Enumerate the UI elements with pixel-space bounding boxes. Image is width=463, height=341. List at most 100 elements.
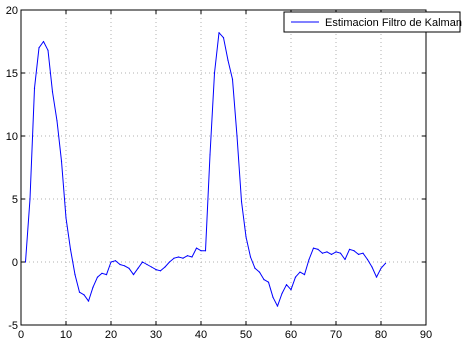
series-point	[254, 267, 256, 269]
series-point	[330, 253, 333, 255]
series-point	[299, 271, 301, 273]
series-point	[303, 274, 306, 276]
x-tick-label: 40	[195, 329, 207, 341]
series-point	[195, 247, 198, 249]
series-point	[159, 270, 162, 272]
series-point	[353, 250, 355, 252]
legend-box	[283, 11, 461, 33]
series-point	[380, 267, 382, 269]
x-tick-label: 30	[150, 329, 162, 341]
plot-frame	[20, 9, 427, 326]
series-point	[213, 72, 216, 74]
series-point	[227, 59, 229, 62]
series-point	[128, 267, 130, 269]
series-point	[56, 120, 58, 122]
series-point	[137, 267, 139, 269]
series-point	[83, 294, 85, 296]
series-point	[384, 262, 387, 264]
series-point	[92, 286, 94, 288]
y-axis-tick-labels: -5 0 5 10 15 20	[6, 5, 18, 332]
y-tick-label: 15	[6, 68, 18, 80]
y-tick-label: 5	[12, 194, 18, 206]
series-point	[276, 305, 279, 307]
series-point	[272, 296, 274, 298]
series-point	[101, 272, 103, 274]
series-point	[155, 269, 157, 271]
series-point	[123, 265, 126, 267]
series-point	[362, 252, 364, 254]
series-point	[29, 198, 31, 200]
series-point	[200, 250, 202, 252]
series-point	[375, 276, 378, 278]
series-point	[348, 248, 351, 250]
series-point	[38, 47, 40, 49]
series-point	[51, 91, 54, 93]
series-point	[249, 256, 252, 258]
x-tick-label: 50	[240, 329, 252, 341]
x-axis-tick-labels: 0 10 20 30 40 50 60 70 80 90	[18, 329, 432, 341]
series-point	[146, 263, 148, 266]
series-point	[60, 160, 63, 162]
series-point	[42, 40, 45, 43]
legend: Estimacion Filtro de Kalman (x2)	[283, 11, 463, 33]
series-point	[285, 284, 288, 286]
series-point	[290, 289, 292, 291]
y-tick-label: 20	[6, 5, 18, 17]
series-point	[236, 135, 238, 137]
series-point	[245, 236, 247, 238]
legend-entry-label: Estimacion Filtro de Kalman (x2)	[325, 17, 463, 29]
series-point	[105, 274, 108, 276]
series-point	[218, 32, 220, 34]
series-point	[173, 257, 175, 259]
series-point	[335, 251, 337, 253]
grid-lines	[21, 10, 426, 325]
series-point	[222, 37, 225, 39]
x-tick-label: 90	[420, 329, 432, 341]
series-point	[74, 274, 76, 276]
series-point	[65, 217, 67, 219]
series-point	[87, 300, 90, 302]
y-tick-label: 0	[12, 257, 18, 269]
series-point	[33, 87, 36, 89]
x-tick-label: 80	[375, 329, 387, 341]
x-tick-label: 70	[330, 329, 342, 341]
series-point	[191, 256, 193, 258]
y-tick-label: 10	[6, 131, 18, 143]
series-point	[240, 200, 243, 203]
series-layer	[24, 32, 387, 307]
series-point	[78, 291, 81, 293]
series-point	[114, 260, 117, 262]
series-point	[119, 263, 121, 266]
series-point	[366, 258, 369, 261]
series-point	[47, 49, 49, 51]
series-point	[69, 248, 72, 250]
series-point	[96, 276, 99, 278]
series-point	[326, 251, 328, 253]
series-point	[177, 256, 180, 258]
series-point	[312, 247, 315, 249]
x-tick-label: 0	[18, 329, 24, 341]
series-point	[110, 261, 112, 263]
series-point	[263, 279, 265, 281]
series-point	[150, 266, 153, 268]
series-point	[231, 78, 234, 80]
series-point	[182, 257, 184, 259]
series-point	[24, 261, 27, 263]
series-point	[204, 250, 207, 252]
x-tick-label: 10	[60, 329, 72, 341]
series-point	[132, 274, 135, 276]
series-point	[321, 252, 324, 254]
series-point	[281, 292, 283, 295]
series-point	[258, 271, 261, 273]
series-point	[164, 266, 166, 268]
series-point	[339, 252, 342, 254]
series-point	[209, 154, 211, 156]
series-point	[344, 258, 346, 261]
series-point	[141, 261, 144, 263]
series-point	[357, 253, 360, 255]
series-point	[294, 276, 297, 278]
series-point	[186, 255, 189, 257]
series-point	[317, 248, 319, 250]
series-point	[371, 266, 373, 268]
